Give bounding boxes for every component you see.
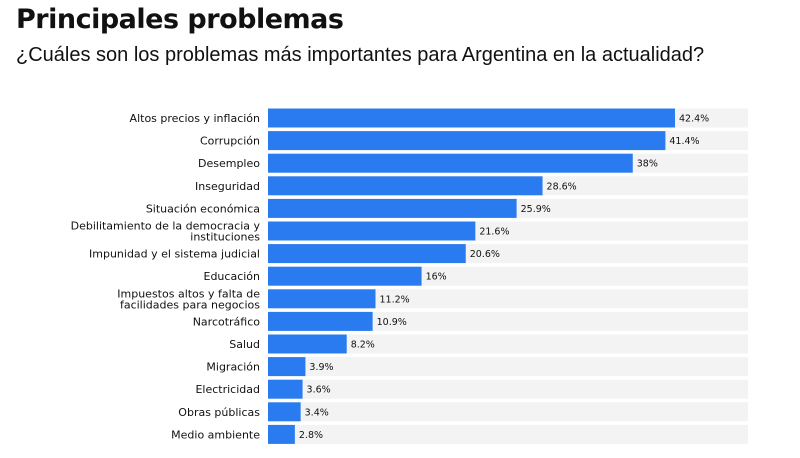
category-label: Situación económica (146, 202, 260, 215)
category-label: Desempleo (198, 157, 260, 170)
bar (268, 131, 666, 151)
bar (268, 176, 543, 196)
bar-track (268, 357, 748, 377)
value-label: 2.8% (299, 430, 323, 441)
value-label: 41.4% (669, 136, 699, 147)
category-label: Narcotráfico (193, 315, 261, 328)
bar-track (268, 379, 748, 399)
bar-track (268, 311, 748, 331)
value-label: 28.6% (547, 181, 577, 192)
category-label: Migración (206, 361, 260, 374)
chart-subtitle: ¿Cuáles son los problemas más importante… (16, 44, 705, 66)
value-label: 16% (426, 272, 447, 283)
value-label: 3.6% (307, 385, 331, 396)
value-label: 10.9% (377, 317, 407, 328)
bar (268, 153, 633, 173)
bar-track (268, 402, 748, 422)
value-label: 20.6% (470, 249, 500, 260)
category-label: Impuestos altos y falta de facilidades pa… (117, 287, 260, 311)
bar (268, 289, 376, 309)
category-label: Debilitamiento de la democracia y institu… (71, 220, 261, 244)
value-label: 3.4% (305, 407, 329, 418)
bar (268, 379, 303, 399)
category-label: Obras públicas (178, 406, 260, 419)
value-label: 38% (637, 159, 658, 170)
bar-track (268, 289, 748, 309)
bar (268, 402, 301, 422)
chart-title: Principales problemas (16, 4, 344, 35)
category-label: Electricidad (195, 383, 260, 396)
category-label: Altos precios y inflación (130, 112, 260, 125)
value-label: 25.9% (521, 204, 551, 215)
value-label: 8.2% (351, 340, 375, 351)
bar (268, 424, 295, 444)
value-label: 21.6% (479, 227, 509, 238)
bar (268, 244, 466, 264)
bar (268, 266, 422, 286)
category-label: Impunidad y el sistema judicial (89, 248, 260, 261)
category-label: Educación (204, 270, 261, 283)
value-label: 11.2% (380, 294, 410, 305)
category-label: Medio ambiente (171, 428, 260, 441)
bar (268, 221, 476, 241)
bar (268, 311, 373, 331)
value-label: 3.9% (309, 362, 333, 373)
bar (268, 108, 675, 128)
bar (268, 334, 347, 354)
bar (268, 198, 517, 218)
category-label: Inseguridad (195, 180, 260, 193)
bar-track (268, 424, 748, 444)
bar (268, 357, 306, 377)
category-label: Salud (229, 338, 260, 351)
category-label: Corrupción (200, 135, 260, 148)
bar-track (268, 334, 748, 354)
value-label: 42.4% (679, 114, 709, 125)
